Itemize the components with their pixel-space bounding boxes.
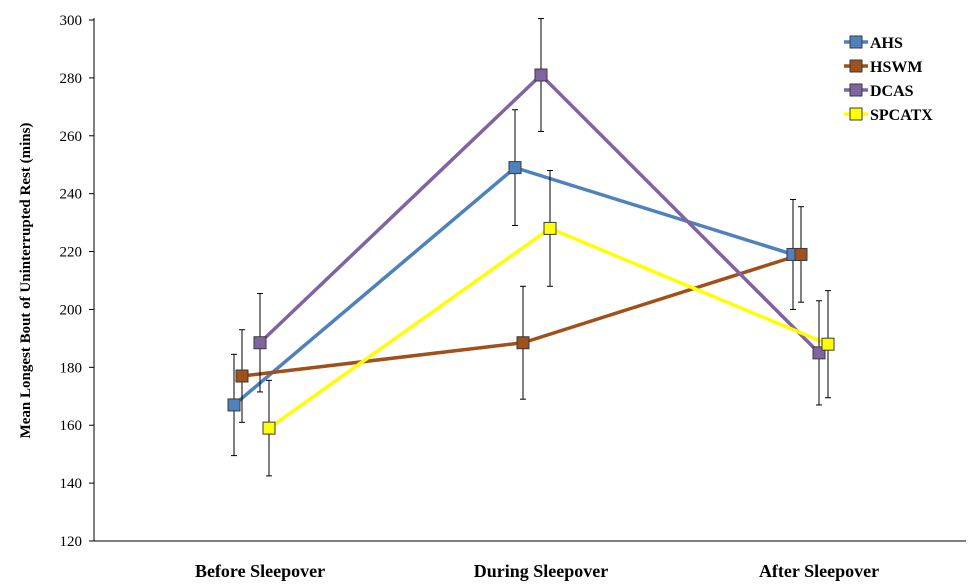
- data-point-spcatx: [262, 421, 276, 435]
- x-category-label: Before Sleepover: [195, 561, 325, 581]
- data-point-ahs: [508, 161, 522, 175]
- data-point-dcas: [534, 68, 548, 82]
- series-markers: [227, 68, 835, 435]
- data-point-hswm: [794, 247, 808, 261]
- x-axis-categories: Before Sleepover During Sleepover After Sl…: [195, 561, 879, 581]
- legend-label: SPCATX: [870, 107, 933, 124]
- y-tick-label: 280: [60, 71, 83, 87]
- y-tick-label: 300: [60, 13, 83, 29]
- legend-swatch-marker: [849, 107, 863, 121]
- series-lines: [232, 73, 829, 430]
- legend: AHS HSWM DCAS SPCATX: [844, 35, 933, 124]
- data-point-spcatx: [543, 221, 557, 235]
- data-point-hswm: [235, 369, 249, 383]
- data-point-ahs: [227, 398, 241, 412]
- legend-swatch-marker: [849, 59, 863, 73]
- series-line-hswm: [241, 252, 802, 378]
- error-bars: [231, 18, 831, 477]
- y-tick-label: 260: [60, 129, 83, 145]
- y-tick-label: 160: [60, 418, 83, 434]
- chart-axes: [93, 18, 966, 542]
- series-line-spcatx: [267, 226, 829, 430]
- legend-swatch-marker: [849, 35, 863, 49]
- y-tick-label: 180: [60, 360, 83, 376]
- y-axis-ticks: 120 140 160 180 200 220 240 260 280 300: [60, 13, 94, 550]
- legend-label: AHS: [870, 35, 903, 52]
- y-axis-title: Mean Longest Bout of Uninterrupted Rest …: [18, 123, 34, 439]
- data-point-hswm: [516, 336, 530, 350]
- legend-label: HSWM: [870, 59, 922, 76]
- x-category-label: During Sleepover: [474, 561, 609, 581]
- legend-label: DCAS: [870, 83, 914, 100]
- plot-area: [227, 18, 835, 477]
- y-tick-label: 200: [60, 302, 83, 318]
- legend-swatch-marker: [849, 83, 863, 97]
- y-tick-label: 220: [60, 245, 83, 261]
- data-point-spcatx: [821, 337, 835, 351]
- y-tick-label: 140: [60, 476, 83, 492]
- data-point-dcas: [253, 336, 267, 350]
- y-tick-label: 240: [60, 187, 83, 203]
- x-category-label: After Sleepover: [759, 561, 879, 581]
- y-tick-label: 120: [60, 534, 83, 550]
